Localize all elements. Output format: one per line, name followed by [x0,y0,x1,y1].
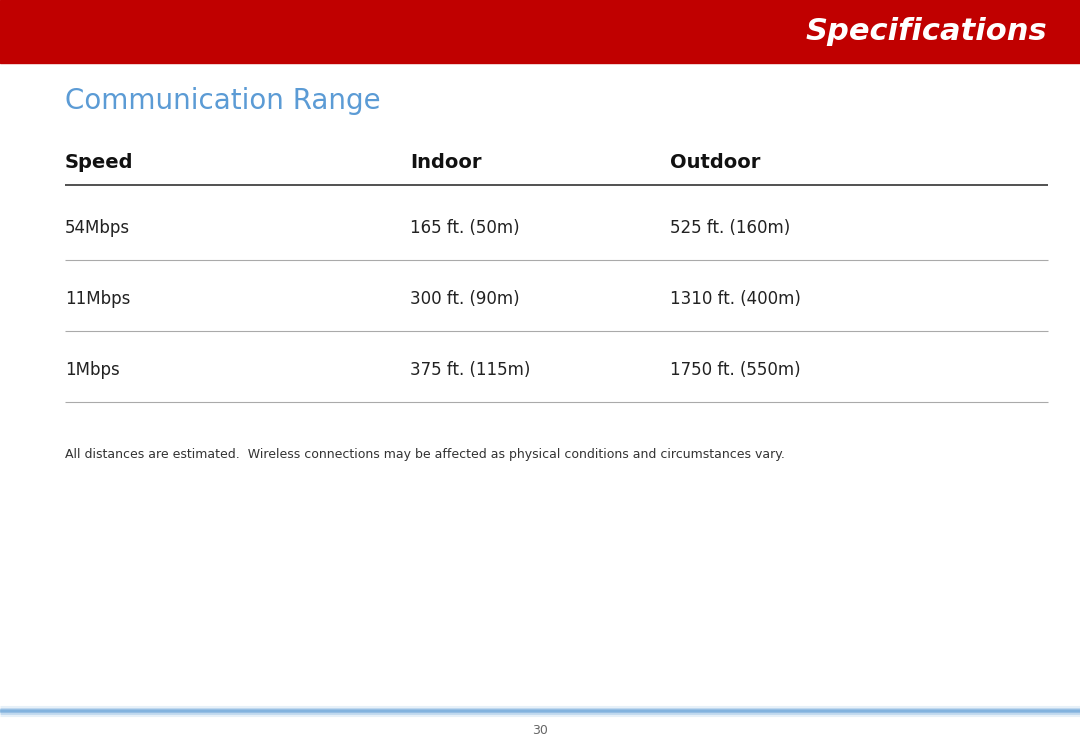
Text: 1750 ft. (550m): 1750 ft. (550m) [670,361,800,379]
Text: All distances are estimated.  Wireless connections may be affected as physical c: All distances are estimated. Wireless co… [65,448,785,461]
Text: 375 ft. (115m): 375 ft. (115m) [410,361,530,379]
Text: Speed: Speed [65,153,133,172]
Text: 525 ft. (160m): 525 ft. (160m) [670,219,789,237]
Text: Outdoor: Outdoor [670,153,760,172]
Text: 1Mbps: 1Mbps [65,361,120,379]
Text: 11Mbps: 11Mbps [65,290,131,308]
Text: Communication Range: Communication Range [65,87,380,115]
Text: 1310 ft. (400m): 1310 ft. (400m) [670,290,800,308]
Text: Indoor: Indoor [410,153,482,172]
Text: 54Mbps: 54Mbps [65,219,130,237]
Text: 30: 30 [532,724,548,737]
Text: Specifications: Specifications [806,17,1048,46]
Text: 300 ft. (90m): 300 ft. (90m) [410,290,521,308]
Text: 165 ft. (50m): 165 ft. (50m) [410,219,521,237]
Bar [0,0,1080,63]
